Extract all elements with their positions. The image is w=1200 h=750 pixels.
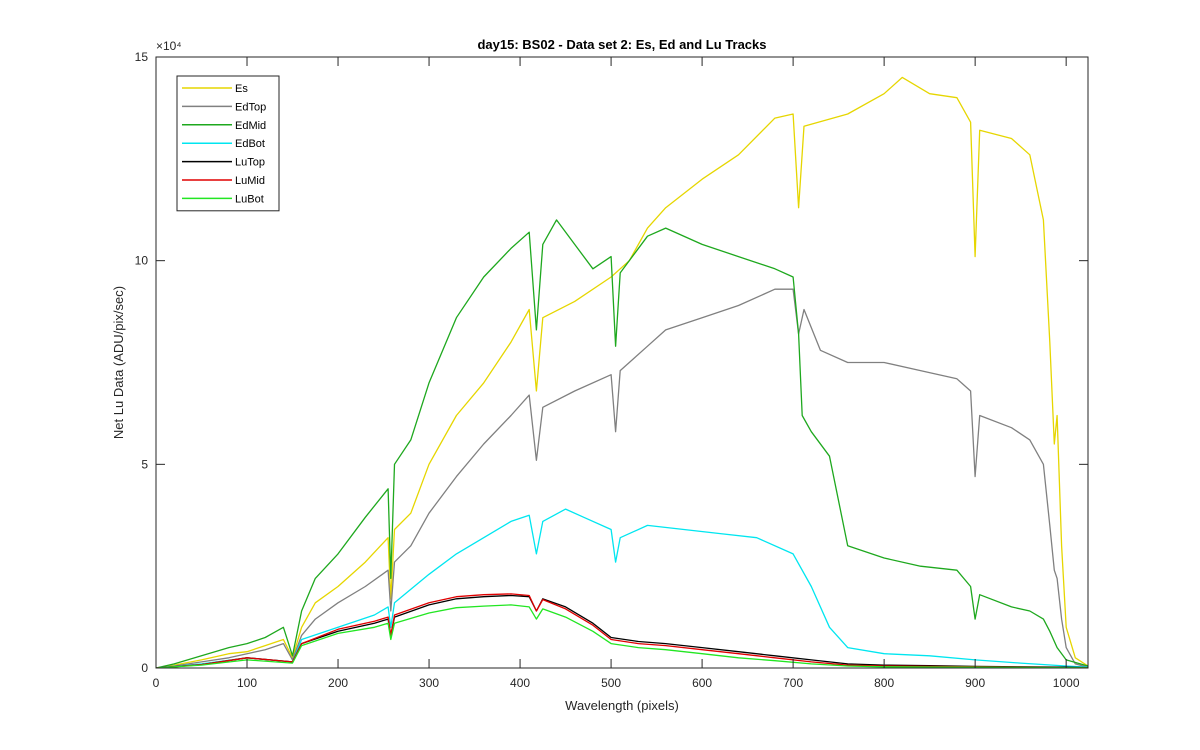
legend-label-lumid: LuMid	[235, 175, 265, 187]
legend-label-edbot: EdBot	[235, 138, 265, 150]
y-exponent-label: ×10⁴	[156, 39, 182, 53]
x-tick-label: 900	[965, 676, 985, 690]
plot-area	[155, 56, 1089, 669]
x-tick-label: 300	[419, 676, 439, 690]
x-tick-label: 100	[237, 676, 257, 690]
y-tick-label: 15	[135, 50, 149, 64]
series-layer	[156, 76, 1088, 668]
legend-label-es: Es	[235, 83, 248, 95]
y-tick-label: 10	[135, 254, 149, 268]
x-tick-label: 200	[328, 676, 348, 690]
y-axis: 0 5 10 15	[135, 50, 1088, 675]
x-tick-label: 700	[783, 676, 803, 690]
x-axis: 0 100 200 300 400 500 600 700 800 900 1000	[153, 57, 1080, 690]
legend-label-lutop: LuTop	[235, 157, 265, 169]
x-tick-label: 800	[874, 676, 894, 690]
series-line-es	[156, 76, 1088, 668]
axes-frame	[155, 56, 1089, 669]
series-line-edmid	[156, 219, 1088, 668]
series-line-lutop	[156, 594, 1088, 668]
legend-label-lubot: LuBot	[235, 193, 264, 205]
legend: Es EdTop EdMid EdBot LuTop LuMid LuBot	[176, 75, 280, 212]
series-line-lubot	[156, 604, 1088, 668]
legend-label-edtop: EdTop	[235, 101, 266, 113]
plot-background	[156, 57, 1088, 668]
x-axis-label: Wavelength (pixels)	[565, 698, 679, 713]
y-tick-label: 5	[141, 457, 148, 471]
y-tick-label: 0	[141, 661, 148, 675]
x-tick-label: 1000	[1053, 676, 1080, 690]
x-tick-label: 0	[153, 676, 160, 690]
chart-title: day15: BS02 - Data set 2: Es, Ed and Lu …	[477, 37, 766, 52]
series-line-edtop	[156, 288, 1088, 668]
x-tick-label: 500	[601, 676, 621, 690]
legend-label-edmid: EdMid	[235, 120, 266, 132]
x-tick-label: 600	[692, 676, 712, 690]
y-axis-label: Net Lu Data (ADU/pix/sec)	[111, 286, 126, 439]
x-tick-label: 400	[510, 676, 530, 690]
series-line-edbot	[156, 508, 1088, 668]
series-line-lumid	[156, 593, 1088, 668]
